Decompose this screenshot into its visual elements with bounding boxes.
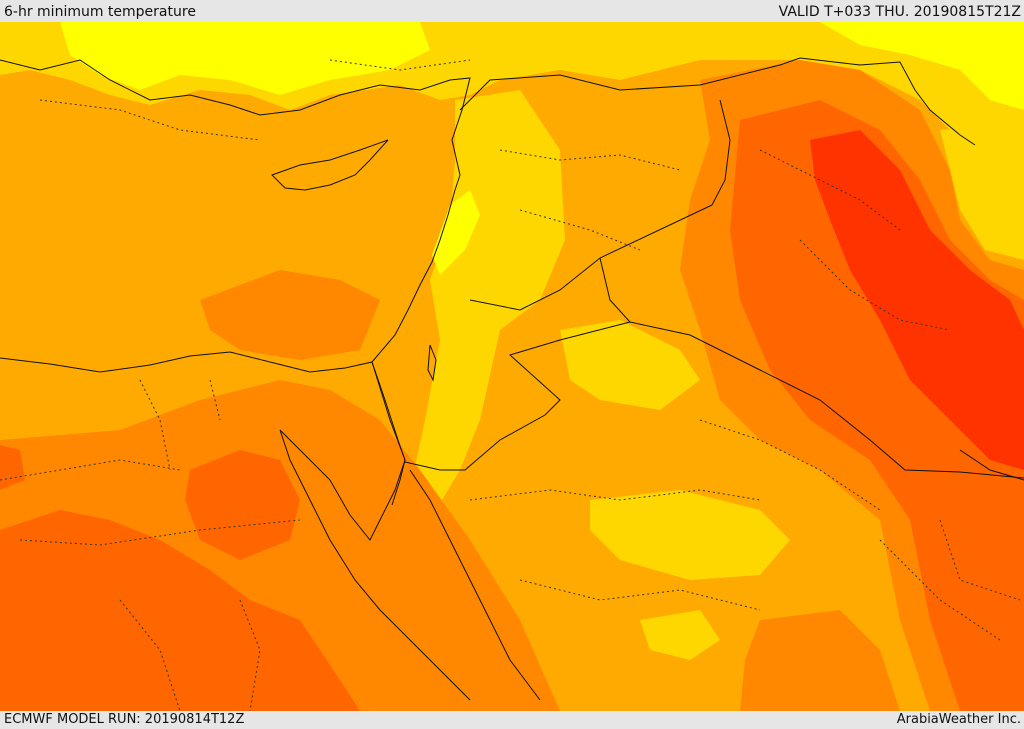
iraq-red-core [810,130,1024,470]
province-lines [0,59,1021,711]
saudi-iraq-border [629,321,1024,479]
jordan-saudi-border [404,321,631,471]
country-borders [371,57,1024,479]
egypt-dark-orange-3 [185,450,300,560]
north-bright-yellow-2 [820,22,1024,110]
turkey-syria-border [459,57,976,146]
map-title: 6-hr minimum temperature [4,4,196,20]
levant-yellow-core [432,190,480,275]
credit: ArabiaWeather Inc. [896,712,1021,727]
dead-sea [427,344,437,382]
model-run: ECMWF MODEL RUN: 20190814T12Z [4,712,245,727]
north-gold-east [940,120,1024,260]
turkey-coast [0,59,471,191]
cyprus-outline [271,139,389,191]
arabia-orange [740,610,900,711]
temperature-map[interactable] [0,22,1024,711]
gulf-aqaba [391,459,406,506]
jordan-iraq-border [599,257,631,323]
valid-time: VALID T+033 THU. 20190815T21Z [778,4,1021,20]
jordan-north-border [469,204,713,311]
header-bar: 6-hr minimum temperature VALID T+033 THU… [0,0,1024,22]
north-bright-yellow [60,22,430,95]
central-gold-2 [590,490,790,580]
levant-coast [0,189,456,373]
central-gold-1 [560,320,700,410]
sea-orange-patch [200,270,380,360]
footer-bar: ECMWF MODEL RUN: 20190814T12Z ArabiaWeat… [0,711,1024,729]
egypt-dark-orange [0,510,360,711]
egypt-israel-border [371,361,406,461]
red-sea-east [409,469,541,701]
central-gold-3 [640,610,720,660]
syria-iraq-border [711,99,731,206]
levant-gold-strip [410,90,565,520]
